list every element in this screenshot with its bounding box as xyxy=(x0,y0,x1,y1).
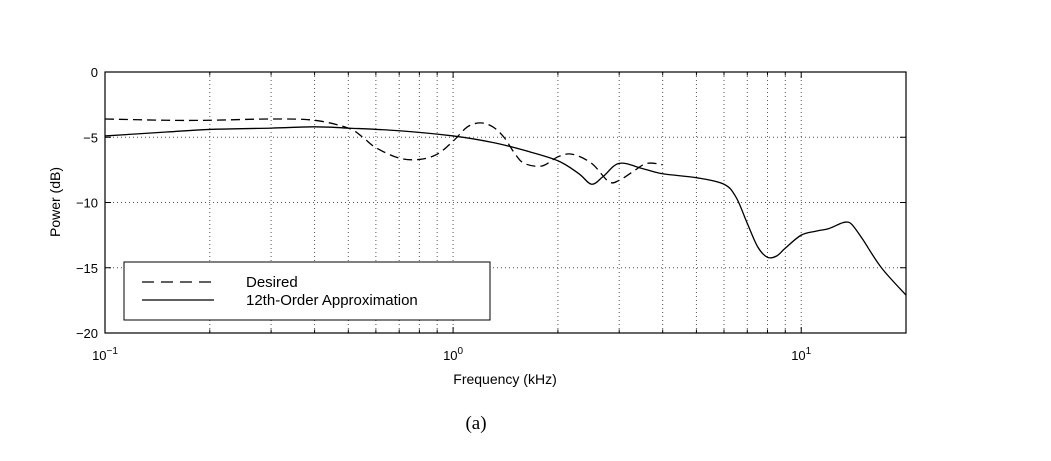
series-layer xyxy=(104,118,907,296)
x-tick-label: 10−1 xyxy=(92,346,118,363)
series-desired-line xyxy=(104,118,663,184)
y-tick-label: 0 xyxy=(91,65,98,80)
x-tick-labels: 10−1 100 101 xyxy=(92,346,812,363)
y-tick-label: −10 xyxy=(76,196,98,211)
legend: Desired 12th-Order Approximation xyxy=(123,261,491,321)
x-axis-label: Frequency (kHz) xyxy=(453,371,556,387)
x-tick-label: 100 xyxy=(443,346,463,363)
y-tick-label: −15 xyxy=(76,261,98,276)
legend-label-desired: Desired xyxy=(246,274,298,291)
y-axis-label: Power (dB) xyxy=(47,167,63,237)
figure-caption: (a) xyxy=(465,413,486,434)
legend-box xyxy=(123,261,491,321)
y-tick-labels: 0 −5 −10 −15 −20 xyxy=(76,65,98,341)
series-approximation-line xyxy=(104,126,907,296)
y-tick-label: −20 xyxy=(76,326,98,341)
legend-label-approximation: 12th-Order Approximation xyxy=(246,292,418,309)
plot-frame xyxy=(104,71,907,334)
x-tick-label: 101 xyxy=(791,346,811,363)
y-tick-label: −5 xyxy=(83,130,98,145)
grid xyxy=(105,72,906,333)
